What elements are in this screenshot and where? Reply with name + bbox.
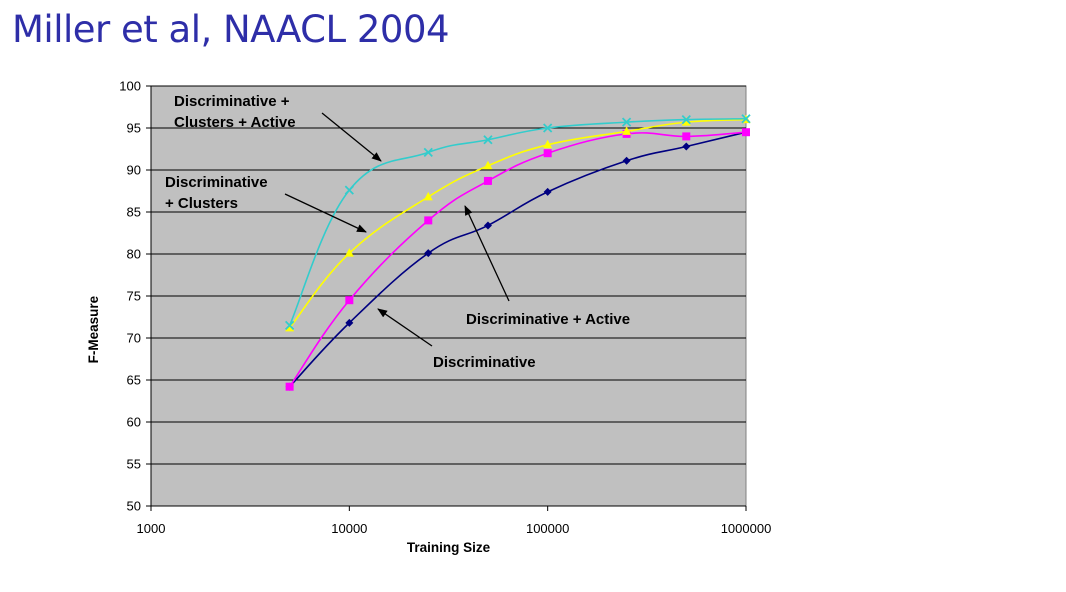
data-point xyxy=(622,156,631,165)
series-line-discriminative-clusters-active xyxy=(288,117,747,326)
annotation-text: Discriminative xyxy=(165,174,268,191)
data-point xyxy=(681,114,691,125)
data-point xyxy=(483,160,493,170)
y-tick-label: 65 xyxy=(127,373,141,388)
x-tick-label: 10000 xyxy=(331,521,367,536)
annotation: Discriminative + Clusters xyxy=(165,174,367,233)
data-point xyxy=(345,318,354,327)
y-tick-label: 70 xyxy=(127,331,141,346)
data-point xyxy=(543,187,552,196)
y-tick-label: 50 xyxy=(127,499,141,514)
x-tick-label: 100000 xyxy=(526,521,569,536)
y-tick-label: 80 xyxy=(127,247,141,262)
series-discriminative-clusters xyxy=(285,114,751,332)
data-point xyxy=(424,249,433,258)
annotation-arrow xyxy=(284,193,367,233)
data-point xyxy=(424,216,433,225)
data-point xyxy=(344,185,354,195)
data-point xyxy=(483,135,493,145)
y-tick-label: 85 xyxy=(127,205,141,220)
slide-title: Miller et al, NAACL 2004 xyxy=(12,8,450,51)
data-point xyxy=(344,248,354,257)
annotation-text: Clusters + Active xyxy=(174,114,296,131)
series-discriminative-clusters-active xyxy=(284,114,751,331)
data-point xyxy=(423,191,433,201)
annotation-text: Discriminative xyxy=(433,354,536,371)
data-point xyxy=(483,221,492,230)
data-point xyxy=(483,176,492,185)
annotation-text: Discriminative + Active xyxy=(466,311,630,328)
data-point xyxy=(345,296,354,305)
data-point xyxy=(543,139,553,149)
x-tick-label: 1000 xyxy=(137,521,166,536)
data-point xyxy=(543,123,553,133)
data-point xyxy=(284,320,295,331)
annotation-arrow xyxy=(321,112,382,162)
data-point xyxy=(285,382,294,391)
annotation: Discriminative + Clusters + Active xyxy=(174,93,382,162)
annotation: Discriminative + Active xyxy=(464,205,630,328)
y-tick-label: 100 xyxy=(119,79,141,94)
annotation-arrow xyxy=(377,308,433,347)
annotation-text: + Clusters xyxy=(165,195,238,212)
y-tick-label: 60 xyxy=(127,415,141,430)
data-point xyxy=(621,117,632,127)
y-tick-label: 75 xyxy=(127,289,141,304)
data-point xyxy=(682,142,691,151)
data-point xyxy=(682,132,691,141)
annotation: Discriminative xyxy=(377,308,536,371)
data-point xyxy=(543,149,552,158)
data-point xyxy=(741,114,751,124)
y-tick-label: 55 xyxy=(127,457,141,472)
annotation-text: Discriminative + xyxy=(174,93,290,110)
y-tick-label: 90 xyxy=(127,163,141,178)
y-axis-title: F-Measure xyxy=(86,295,101,363)
data-point xyxy=(285,322,295,332)
data-point xyxy=(742,128,750,137)
data-point xyxy=(681,117,691,126)
x-tick-label: 1000000 xyxy=(721,521,772,536)
data-point xyxy=(622,126,632,135)
y-tick-label: 95 xyxy=(127,121,141,136)
x-axis-title: Training Size xyxy=(407,540,491,555)
data-point xyxy=(423,147,433,157)
annotation-arrow xyxy=(464,205,510,302)
